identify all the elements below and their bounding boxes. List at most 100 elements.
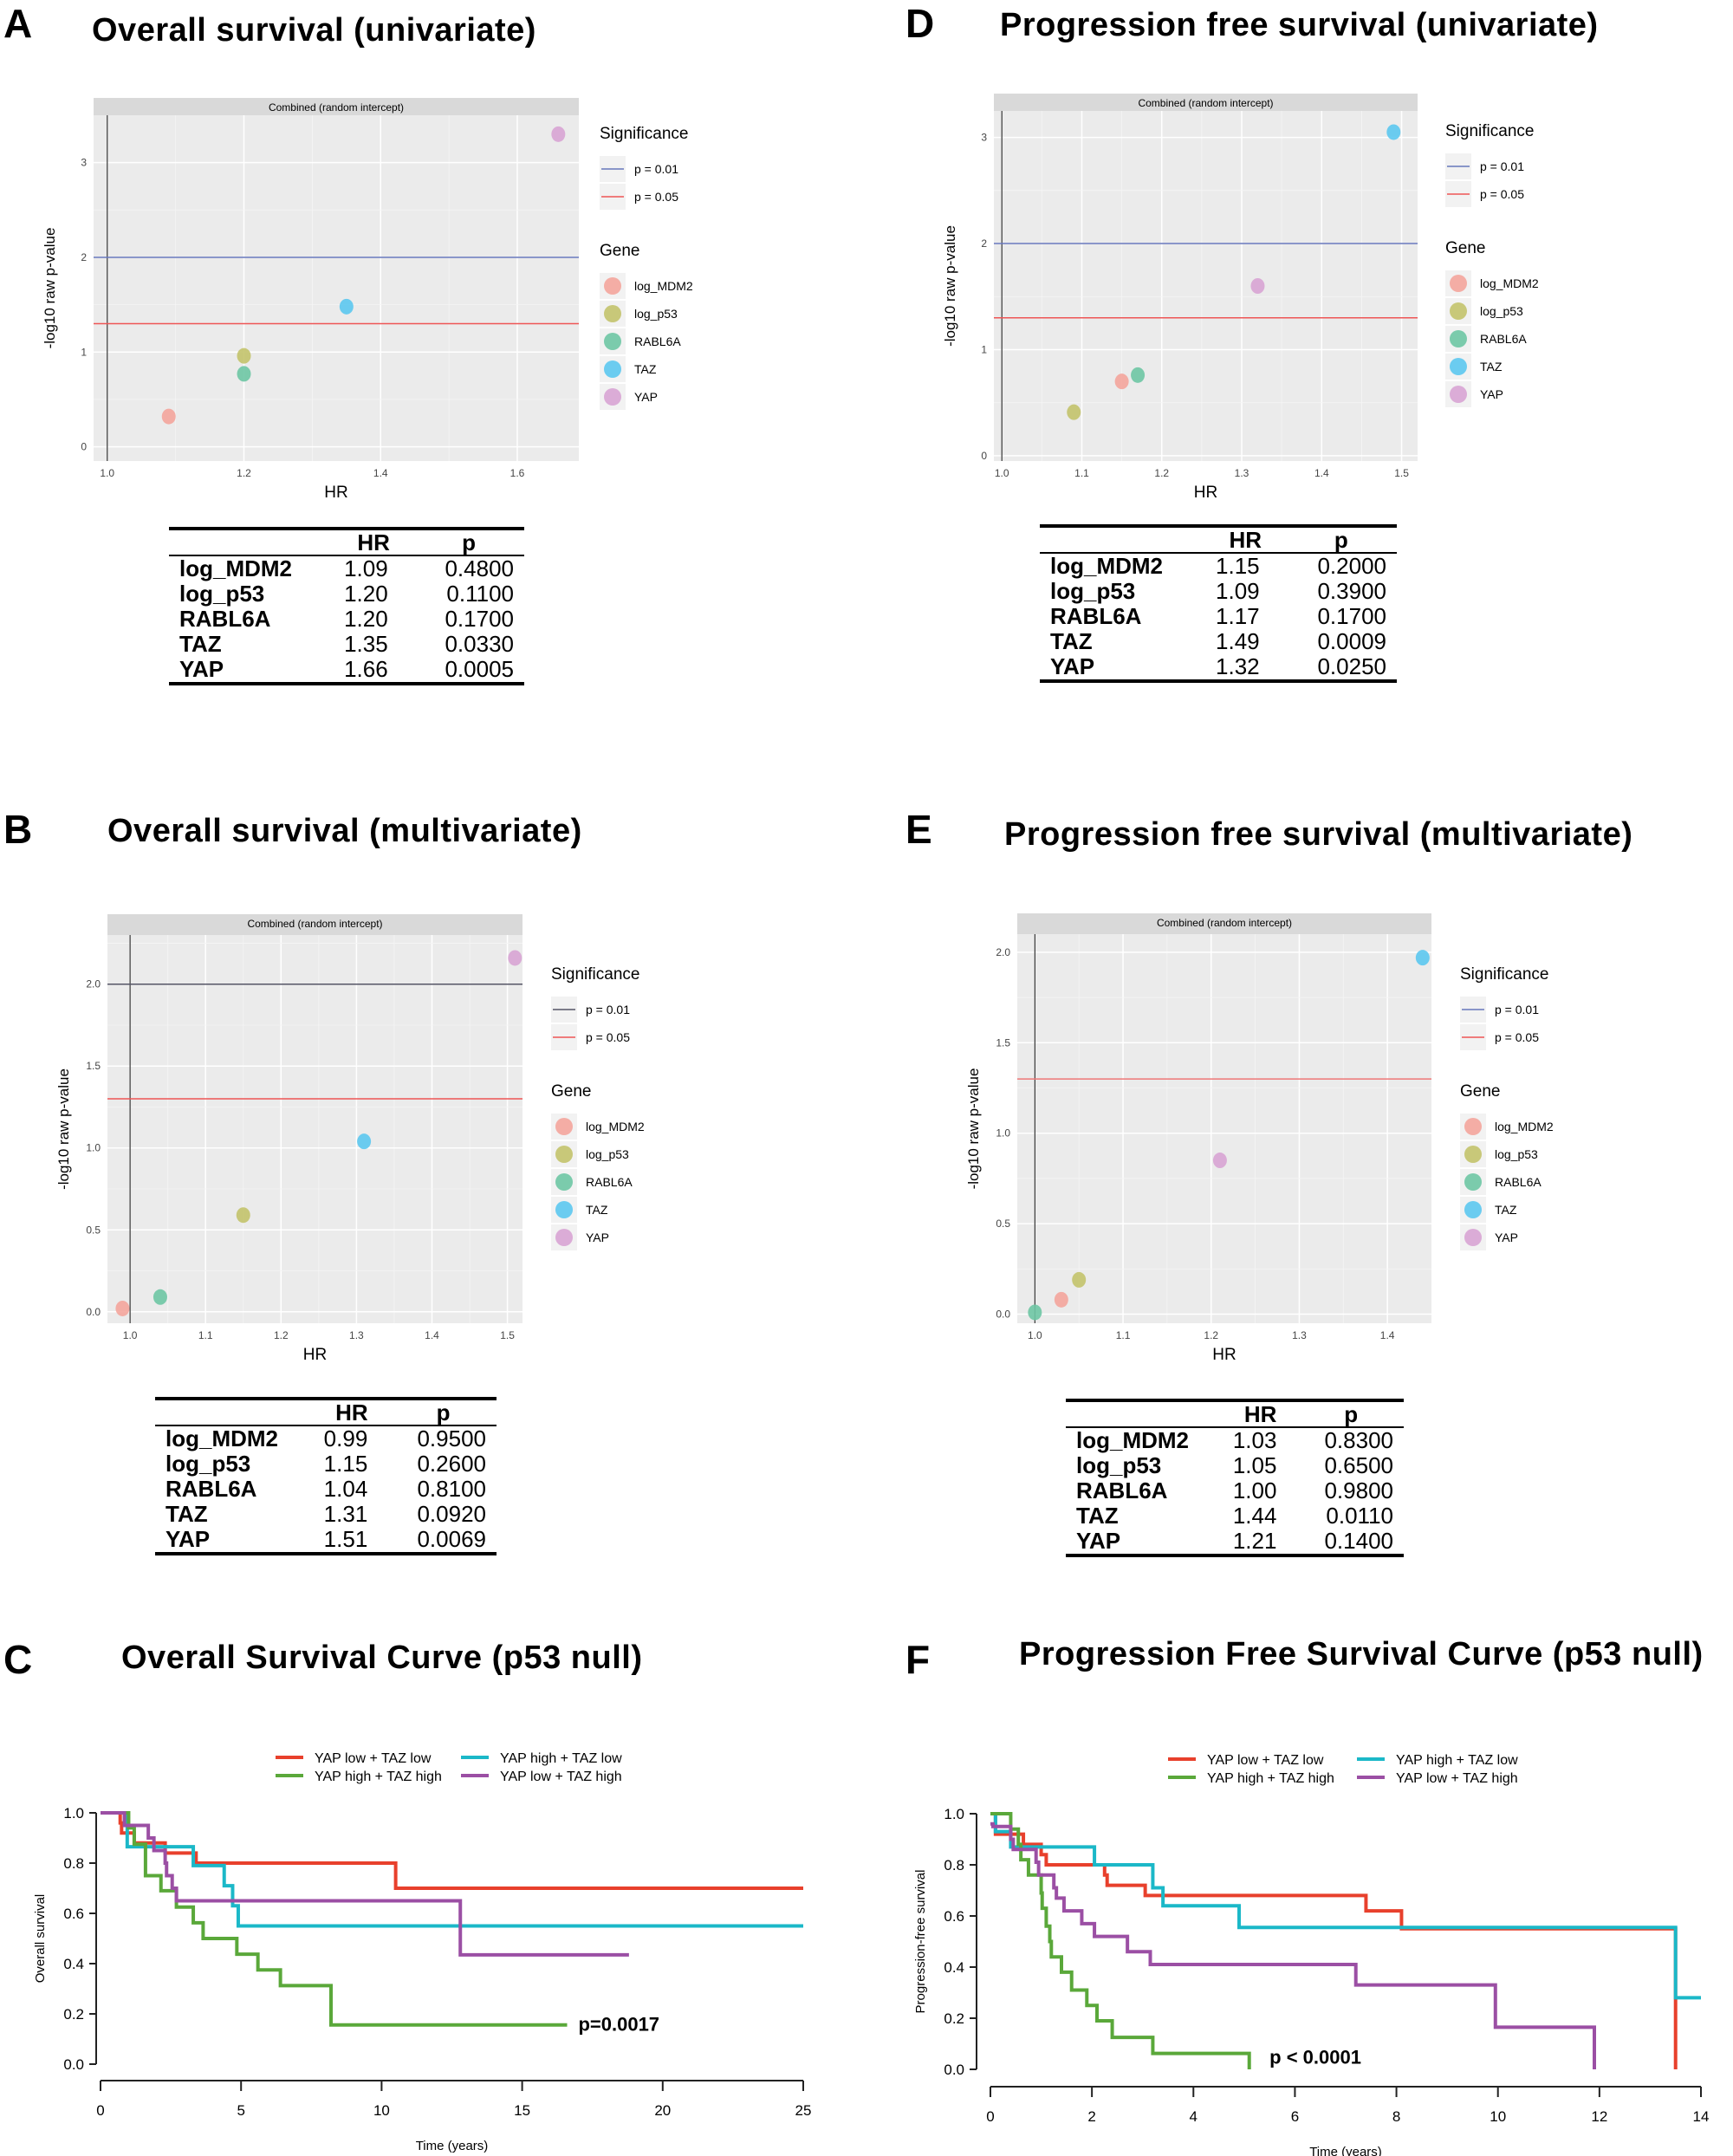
x-tick-label: 1.0 bbox=[995, 467, 1009, 479]
column-header: HR bbox=[1205, 524, 1286, 554]
y-tick-label: 2.0 bbox=[996, 946, 1010, 958]
legend-swatch-rabl6a bbox=[1450, 330, 1467, 347]
x-tick-label: 4 bbox=[1190, 2108, 1198, 2125]
table-cell: 0.0920 bbox=[417, 1501, 486, 1527]
table-cell: 1.15 bbox=[1216, 553, 1260, 579]
legend-label: TAZ bbox=[1495, 1203, 1517, 1217]
legend-label: YAP bbox=[586, 1231, 609, 1244]
x-tick-label: 1.4 bbox=[1314, 467, 1329, 479]
scatter-plot-d: Combined (random intercept) 1.0 1.1 1.2 1.3 1… bbox=[942, 94, 1539, 502]
table-cell: 0.3900 bbox=[1317, 578, 1386, 604]
table-row: YAP 1.21 0.1400 bbox=[1066, 1529, 1404, 1557]
y-tick-label: 0.0 bbox=[996, 1309, 1010, 1321]
table-row: TAZ 1.49 0.0009 bbox=[1040, 629, 1397, 654]
y-tick-label: 0.0 bbox=[944, 2062, 964, 2078]
x-tick-label: 1.3 bbox=[1292, 1329, 1307, 1341]
legend-label: log_MDM2 bbox=[586, 1120, 645, 1133]
point-log_p53 bbox=[1072, 1271, 1087, 1288]
legend-label: TAZ bbox=[1480, 360, 1503, 373]
table-cell: YAP bbox=[1040, 654, 1206, 683]
legend-label: RABL6A bbox=[586, 1175, 633, 1189]
y-tick-label: 1 bbox=[81, 346, 87, 358]
table-cell: log_p53 bbox=[1076, 1452, 1162, 1478]
legend-swatch-log_p53 bbox=[1464, 1146, 1482, 1163]
table-cell: 1.00 bbox=[1232, 1477, 1277, 1503]
table-row: RABL6A 1.00 0.9800 bbox=[1066, 1478, 1404, 1503]
legend-label: RABL6A bbox=[634, 334, 681, 348]
table-cell: 1.17 bbox=[1216, 603, 1260, 629]
panel-title-f: Progression Free Survival Curve (p53 nul… bbox=[1019, 1636, 1704, 1672]
legend-label: RABL6A bbox=[1480, 332, 1527, 346]
panel-letter-f: F bbox=[905, 1637, 931, 1682]
legend-label: YAP high + TAZ high bbox=[1207, 1771, 1334, 1786]
x-tick-label: 1.0 bbox=[123, 1329, 138, 1341]
y-tick-label: 1 bbox=[981, 343, 987, 355]
table-cell: 1.03 bbox=[1232, 1427, 1277, 1453]
x-tick-label: 1.3 bbox=[1235, 467, 1249, 479]
table-row: TAZ 1.35 0.0330 bbox=[169, 632, 524, 657]
table-row: RABL6A 1.04 0.8100 bbox=[155, 1477, 497, 1502]
x-tick-label: 1.2 bbox=[1204, 1329, 1218, 1341]
table-cell: 1.09 bbox=[344, 555, 388, 581]
table-cell: 0.8100 bbox=[417, 1476, 486, 1502]
legend-label: YAP bbox=[634, 390, 658, 404]
legend-swatch-log_mdm2 bbox=[604, 277, 621, 295]
panel-title-c: Overall Survival Curve (p53 null) bbox=[121, 1640, 643, 1676]
x-tick-label: 1.6 bbox=[510, 467, 525, 479]
plot-background bbox=[94, 115, 579, 461]
table-cell: log_MDM2 bbox=[166, 1425, 278, 1451]
results-table-a: HR p log_MDM2 1.09 0.4800 log_p53 1.20 0.1100 RA… bbox=[169, 527, 524, 685]
p-value-annotation: p=0.0017 bbox=[578, 2014, 659, 2036]
y-axis-label: -log10 raw p-value bbox=[55, 1068, 72, 1190]
column-header: HR bbox=[334, 527, 414, 556]
y-tick-label: 0.4 bbox=[63, 1956, 84, 1972]
table-cell: 0.0005 bbox=[413, 657, 524, 685]
table-cell: YAP bbox=[1066, 1529, 1223, 1557]
table-cell: 1.09 bbox=[1216, 578, 1260, 604]
km-curve bbox=[990, 1822, 1596, 2069]
facet-label: Combined (random intercept) bbox=[1157, 917, 1292, 929]
y-tick-label: 1.0 bbox=[944, 1806, 964, 1822]
legend-swatch-taz bbox=[1464, 1201, 1482, 1218]
table-cell: 1.35 bbox=[344, 631, 388, 657]
table-cell: RABL6A bbox=[179, 606, 271, 632]
table-row: log_p53 1.15 0.2600 bbox=[155, 1451, 497, 1477]
x-axis-label: HR bbox=[1194, 484, 1217, 502]
table-row: TAZ 1.44 0.0110 bbox=[1066, 1503, 1404, 1529]
y-tick-label: 0 bbox=[81, 441, 87, 453]
table-cell: RABL6A bbox=[1076, 1477, 1168, 1503]
point-yap bbox=[551, 126, 566, 142]
y-axis-label: Overall survival bbox=[33, 1894, 48, 1984]
x-tick-label: 1.5 bbox=[1394, 467, 1409, 479]
x-tick-label: 1.2 bbox=[1154, 467, 1169, 479]
km-curve bbox=[990, 1812, 1701, 2000]
table-cell: 1.04 bbox=[323, 1476, 368, 1502]
column-header: HR bbox=[1222, 1399, 1299, 1428]
plot-background bbox=[994, 111, 1418, 461]
panel-letter-a: A bbox=[3, 1, 33, 46]
table-cell: RABL6A bbox=[1050, 603, 1142, 629]
column-header: HR bbox=[313, 1397, 391, 1426]
x-axis-label: Time (years) bbox=[1309, 2145, 1382, 2156]
table-row: log_MDM2 0.99 0.9500 bbox=[155, 1425, 497, 1451]
point-log_p53 bbox=[1067, 404, 1081, 420]
y-tick-label: 0.6 bbox=[63, 1906, 84, 1922]
facet-strip bbox=[94, 98, 579, 115]
y-tick-label: 0 bbox=[981, 450, 987, 462]
y-tick-label: 0.4 bbox=[944, 1959, 964, 1976]
table-row: RABL6A 1.17 0.1700 bbox=[1040, 604, 1397, 629]
legend-label: p = 0.01 bbox=[586, 1003, 630, 1016]
facet-strip bbox=[107, 914, 522, 935]
survival-curve-plot-c: 0.0 0.2 0.4 0.6 0.8 1.0 0 5 10 15 20 25 Time (years)… bbox=[33, 1751, 811, 2153]
panel-letter-b: B bbox=[3, 807, 33, 852]
x-axis-label: Time (years) bbox=[416, 2139, 489, 2153]
table-cell: TAZ bbox=[166, 1501, 208, 1527]
x-tick-label: 1.4 bbox=[425, 1329, 439, 1341]
y-tick-label: 0.0 bbox=[63, 2056, 84, 2073]
km-curve bbox=[101, 1811, 803, 1928]
point-log_mdm2 bbox=[115, 1300, 130, 1316]
y-tick-label: 3 bbox=[81, 157, 87, 169]
table-header: HR p bbox=[1066, 1399, 1404, 1428]
table-cell: 0.4800 bbox=[445, 555, 514, 581]
y-tick-label: 1.5 bbox=[86, 1060, 101, 1072]
